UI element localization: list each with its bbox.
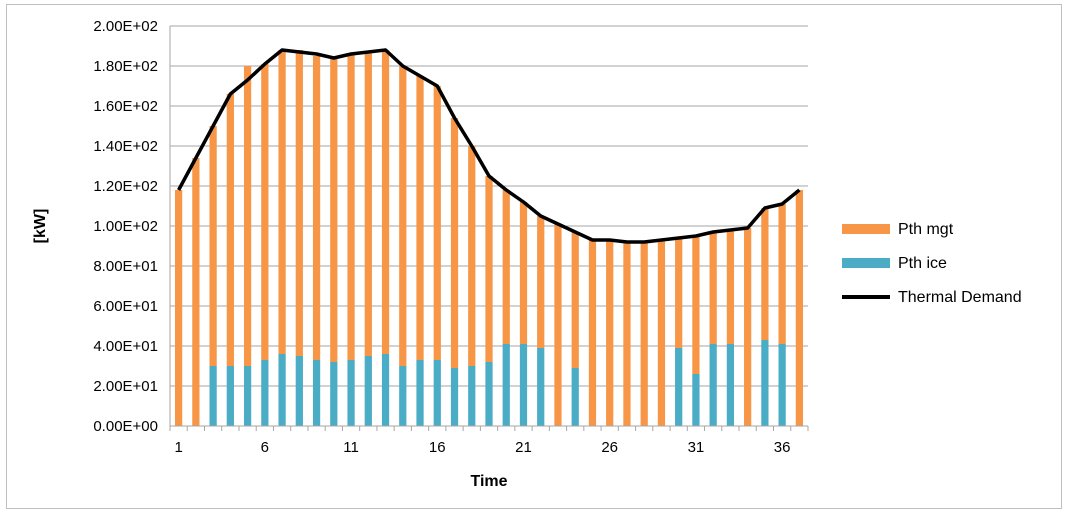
bar-pth-mgt [364,52,372,356]
bar-pth-mgt [347,54,355,360]
bar-pth-mgt [399,66,407,366]
bar-pth-mgt [312,56,321,360]
legend-swatch [842,224,890,234]
y-tick-label: 1.00E+02 [93,218,158,235]
bar-pth-ice [347,360,355,426]
bar-pth-mgt [519,202,528,344]
y-tick-label: 0.00E+00 [93,418,158,435]
bar-pth-mgt [175,190,183,426]
bar-pth-ice [243,366,252,426]
x-tick-label: 11 [343,439,359,456]
bar-pth-mgt [278,50,286,354]
bar-pth-ice [416,360,424,426]
bar-pth-mgt [640,242,648,426]
bar-pth-ice [537,348,545,426]
bar-pth-ice [692,374,700,426]
bar-pth-mgt [537,216,545,348]
bar-pth-mgt [675,238,683,348]
bar-pth-ice [778,344,786,426]
bar-pth-mgt [692,236,700,374]
legend-label: Pth mgt [898,221,954,238]
bar-pth-mgt [226,94,234,366]
bar-pth-mgt [795,190,803,426]
bar-pth-mgt [192,158,200,426]
x-tick-label: 16 [429,439,446,456]
bar-pth-ice [675,348,683,426]
bar-pth-ice [485,362,493,426]
y-tick-label: 1.40E+02 [93,138,158,155]
bar-pth-ice [209,366,217,426]
bar-pth-ice [433,360,441,426]
y-tick-label: 2.00E+01 [93,378,158,395]
bar-pth-mgt [243,66,252,366]
thermal-chart: 0.00E+00 2.00E+01 4.00E+01 6.00E+01 8.00E+01… [32,18,1022,490]
x-tick-label: 1 [174,439,182,456]
bar-pth-mgt [330,58,338,362]
bar-pth-mgt [709,232,717,344]
bar-pth-ice [364,356,372,426]
bar-pth-mgt [554,224,562,426]
y-tick-label: 2.00E+02 [93,18,158,35]
bar-pth-ice [295,356,303,426]
bar-pth-mgt [502,190,510,344]
y-tick-label: 1.80E+02 [93,58,158,75]
bar-pth-mgt [726,230,735,344]
y-axis-title: [kW] [32,209,49,244]
bar-pth-ice [726,344,735,426]
x-axis-title: Time [470,473,507,490]
bar-pth-ice [761,340,769,426]
x-tick-label: 6 [261,439,269,456]
bar-pth-ice [330,362,338,426]
bar-pth-mgt [606,240,614,426]
bar-pth-mgt [295,50,303,356]
bar-pth-mgt [588,240,597,426]
bar-pth-mgt [433,86,441,360]
bar-pth-mgt [485,176,493,362]
bar-pth-ice [278,354,286,426]
chart-frame: 0.00E+00 2.00E+01 4.00E+01 6.00E+01 8.00E+01… [6,4,1062,509]
bar-pth-ice [571,368,579,426]
bar-pth-mgt [381,50,390,354]
bar-pth-ice [502,344,510,426]
bar-pth-mgt [416,76,424,360]
legend-label: Thermal Demand [898,289,1022,306]
bar-pth-ice [709,344,717,426]
bar-pth-ice [226,366,234,426]
bar-pth-ice [261,360,269,426]
bar-pth-mgt [261,64,269,360]
bar-pth-ice [450,368,459,426]
bar-pth-mgt [571,232,579,368]
bar-pth-ice [312,360,321,426]
y-tick-label: 1.20E+02 [93,178,158,195]
x-tick-label: 26 [601,439,618,456]
legend-label: Pth ice [898,255,947,272]
line-thermal-demand [177,48,801,244]
x-tick-label: 36 [774,439,791,456]
bar-pth-ice [468,366,476,426]
bar-pth-mgt [450,118,459,368]
bar-pth-mgt [657,240,666,426]
bar-pth-ice [519,344,528,426]
legend-swatch [842,258,890,268]
bar-pth-mgt [623,242,631,426]
y-tick-label: 4.00E+01 [93,338,158,355]
bar-pth-ice [399,366,407,426]
x-tick-label: 31 [688,439,705,456]
y-tick-label: 6.00E+01 [93,298,158,315]
bar-pth-mgt [778,204,786,344]
y-tick-label: 1.60E+02 [93,98,158,115]
bar-pth-ice [381,354,390,426]
bar-pth-mgt [468,146,476,366]
y-tick-label: 8.00E+01 [93,258,158,275]
bar-pth-mgt [744,228,752,426]
x-tick-label: 21 [515,439,532,456]
bar-pth-mgt [209,126,217,366]
bar-pth-mgt [761,208,769,340]
